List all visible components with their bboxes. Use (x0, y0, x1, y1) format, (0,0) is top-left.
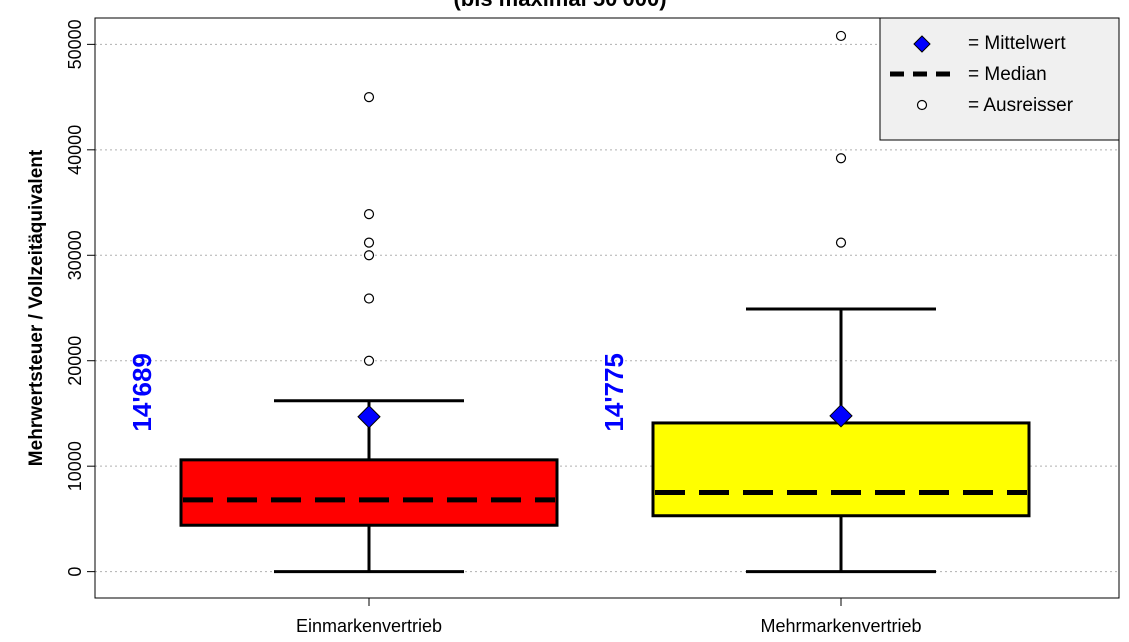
box-1 (651, 421, 1031, 518)
y-tick-label-5: 50000 (65, 19, 85, 69)
y-axis-label: Mehrwertsteuer / Vollzeitäquivalent (26, 149, 47, 466)
mean-marker-1 (829, 404, 853, 428)
outlier-0-1 (363, 293, 375, 304)
legend-label-2: = Ausreisser (968, 95, 1074, 116)
legend-box (879, 17, 1120, 141)
outlier-1-0 (835, 237, 847, 248)
outlier-0-5 (363, 91, 375, 103)
chart-title: (bis maximal 50'000) (453, 0, 666, 11)
legend-circle-icon (916, 99, 928, 111)
outlier-0-0 (363, 355, 375, 366)
outlier-1-2 (835, 30, 847, 42)
box-0 (179, 458, 559, 527)
outlier-1-1 (835, 153, 847, 164)
x-tick-label-1: Mehrmarkenvertrieb (760, 616, 921, 636)
y-tick-label-2: 20000 (65, 336, 85, 386)
legend-label-0: = Mittelwert (968, 33, 1066, 54)
legend: = Mittelwert = Median = Ausreisser (879, 17, 1120, 141)
mean-label-1: 14'775 (599, 353, 629, 431)
box-group-1: 14'775 (599, 30, 1031, 574)
outlier-0-2 (363, 250, 375, 261)
outlier-0-3 (363, 237, 375, 248)
x-tick-label-0: Einmarkenvertrieb (296, 616, 442, 636)
y-tick-label-3: 30000 (65, 230, 85, 280)
y-tick-label-1: 10000 (65, 441, 85, 491)
y-tick-label-0: 0 (65, 567, 85, 577)
outlier-0-4 (363, 209, 375, 220)
legend-label-1: = Median (968, 64, 1047, 85)
x-axis: Einmarkenvertrieb Mehrmarkenvertrieb (296, 598, 922, 636)
plot-frame (94, 17, 1120, 599)
y-axis: 0 10000 20000 30000 40000 50000 (65, 19, 95, 577)
boxes-layer: 14'689 14'775 (127, 30, 1031, 574)
mean-marker-0 (357, 405, 381, 429)
box-group-0: 14'689 (127, 91, 559, 574)
legend-diamond-icon (913, 35, 931, 53)
mean-label-0: 14'689 (127, 353, 157, 431)
y-tick-label-4: 40000 (65, 125, 85, 175)
